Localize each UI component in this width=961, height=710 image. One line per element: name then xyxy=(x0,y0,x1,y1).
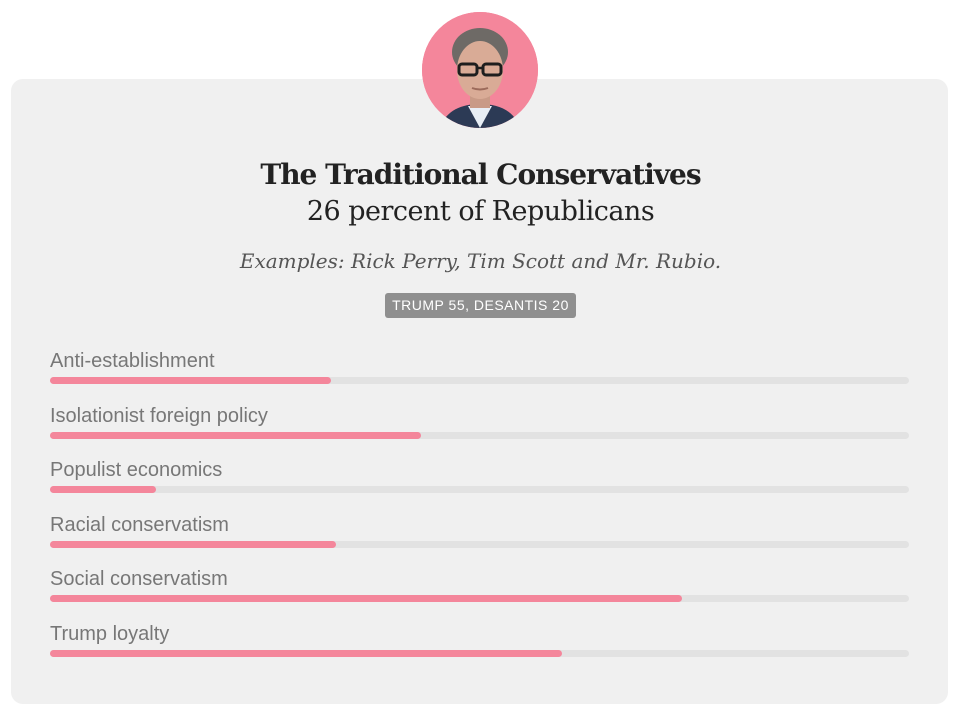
attribute-bar xyxy=(50,595,682,603)
attribute-row: Racial conservatism xyxy=(50,512,909,567)
attribute-bar xyxy=(50,540,336,548)
attribute-bar xyxy=(50,649,562,657)
attribute-bar xyxy=(50,486,156,494)
attribute-bar-track xyxy=(50,595,909,603)
avatar xyxy=(422,12,538,128)
attribute-row: Anti-establishment xyxy=(50,348,909,403)
attribute-bar-track xyxy=(50,540,909,548)
attribute-row: Populist economics xyxy=(50,457,909,512)
attribute-bar-track xyxy=(50,486,909,494)
attribute-bar-chart: Anti-establishment Isolationist foreign p… xyxy=(50,348,909,676)
attribute-label: Trump loyalty xyxy=(50,622,170,645)
attribute-row: Isolationist foreign policy xyxy=(50,403,909,458)
group-share: 26 percent of Republicans xyxy=(306,196,655,227)
attribute-row: Social conservatism xyxy=(50,566,909,621)
attribute-bar xyxy=(50,431,421,439)
attribute-label: Anti-establishment xyxy=(50,350,215,372)
attribute-bar-track xyxy=(50,649,909,657)
portrait-image xyxy=(422,12,538,128)
attribute-label: Isolationist foreign policy xyxy=(50,404,268,427)
attribute-row: Trump loyalty xyxy=(50,621,909,676)
attribute-label: Racial conservatism xyxy=(50,513,229,536)
attribute-label: Social conservatism xyxy=(50,568,228,591)
attribute-label: Populist economics xyxy=(50,459,223,482)
group-title: The Traditional Conservatives xyxy=(260,158,701,191)
group-examples: Examples: Rick Perry, Tim Scott and Mr. … xyxy=(239,249,722,273)
attribute-bar xyxy=(50,377,331,384)
poll-badge: TRUMP 55, DESANTIS 20 xyxy=(385,293,576,318)
attribute-bar-track xyxy=(50,431,909,439)
attribute-bar-track xyxy=(50,377,909,384)
